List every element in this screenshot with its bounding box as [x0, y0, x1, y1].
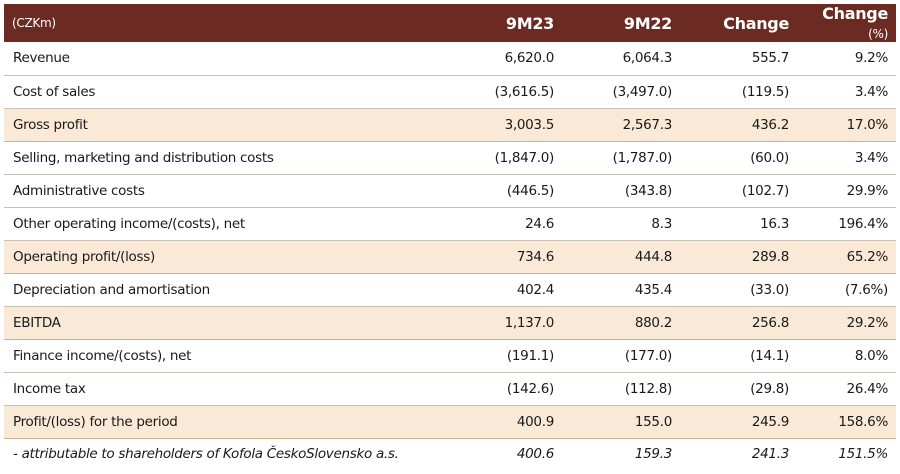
value-change-pct: 196.4%	[838, 215, 888, 232]
row-label: Selling, marketing and distribution cost…	[13, 149, 274, 166]
value-change-pct: 3.4%	[854, 149, 888, 166]
value-change: (102.7)	[741, 182, 789, 199]
table-row-highlight: EBITDA 1,137.0 880.2 256.8 29.2%	[4, 306, 896, 339]
value-9m23: 402.4	[516, 281, 554, 298]
table-row-highlight: Gross profit 3,003.5 2,567.3 436.2 17.0%	[4, 108, 896, 141]
header-9m22: 9M22	[623, 13, 672, 33]
table-row: Finance income/(costs), net (191.1) (177…	[4, 339, 896, 372]
table-row: Revenue 6,620.0 6,064.3 555.7 9.2%	[4, 42, 896, 75]
row-label: Operating profit/(loss)	[13, 248, 155, 265]
value-change: (60.0)	[750, 149, 789, 166]
table-row-highlight: Profit/(loss) for the period 400.9 155.0…	[4, 405, 896, 438]
value-change-pct: 29.9%	[846, 182, 889, 199]
value-9m23: 1,137.0	[504, 314, 555, 331]
header-unit: (CZKm)	[12, 16, 56, 30]
value-9m23: (142.6)	[506, 380, 554, 397]
value-9m23: (446.5)	[506, 182, 554, 199]
row-label: Other operating income/(costs), net	[13, 215, 245, 232]
value-9m22: (343.8)	[624, 182, 672, 199]
row-label: Depreciation and amortisation	[13, 281, 210, 298]
value-9m22: 159.3	[634, 446, 672, 463]
row-label: Cost of sales	[13, 83, 96, 100]
value-change: (119.5)	[741, 83, 789, 100]
value-change: 241.3	[751, 446, 789, 463]
value-9m23: 3,003.5	[504, 116, 555, 133]
value-9m23: 400.9	[516, 413, 554, 430]
value-9m22: 6,064.3	[622, 50, 673, 67]
value-9m22: 155.0	[634, 413, 672, 430]
value-9m23: 734.6	[516, 248, 554, 265]
row-label: - attributable to shareholders of Kofola…	[13, 446, 399, 463]
value-change: 16.3	[760, 215, 789, 232]
row-label: Administrative costs	[13, 182, 145, 199]
value-9m23: 6,620.0	[504, 50, 555, 67]
table-row: Selling, marketing and distribution cost…	[4, 141, 896, 174]
value-change-pct: 151.5%	[838, 446, 888, 463]
value-9m23: (191.1)	[506, 347, 554, 364]
table-row: Income tax (142.6) (112.8) (29.8) 26.4%	[4, 372, 896, 405]
row-label: Gross profit	[13, 116, 88, 133]
value-change-pct: (7.6%)	[844, 281, 888, 298]
value-change-pct: 26.4%	[846, 380, 889, 397]
value-9m22: 2,567.3	[622, 116, 673, 133]
table-row: Depreciation and amortisation 402.4 435.…	[4, 273, 896, 306]
value-change: 256.8	[751, 314, 789, 331]
value-change-pct: 9.2%	[854, 50, 888, 67]
value-9m23: (1,847.0)	[494, 149, 555, 166]
value-9m23: 24.6	[525, 215, 554, 232]
table-row-attributable: - attributable to shareholders of Kofola…	[4, 438, 896, 470]
value-change: (33.0)	[750, 281, 789, 298]
row-label: Finance income/(costs), net	[13, 347, 192, 364]
value-9m22: (177.0)	[624, 347, 672, 364]
value-change: (29.8)	[750, 380, 789, 397]
value-9m22: (112.8)	[624, 380, 672, 397]
value-change: 436.2	[751, 116, 789, 133]
value-change-pct: 17.0%	[846, 116, 889, 133]
value-change: 289.8	[751, 248, 789, 265]
value-9m22: 444.8	[634, 248, 672, 265]
value-9m23: (3,616.5)	[494, 83, 555, 100]
value-change-pct: 8.0%	[854, 347, 888, 364]
value-9m23: 400.6	[516, 446, 554, 463]
table-row: Other operating income/(costs), net 24.6…	[4, 207, 896, 240]
value-change-pct: 29.2%	[846, 314, 889, 331]
financial-results-table: (CZKm) 9M23 9M22 Change Change (%) Reven…	[4, 4, 896, 470]
row-label: Income tax	[13, 380, 86, 397]
row-label: EBITDA	[13, 314, 61, 331]
value-change-pct: 65.2%	[846, 248, 889, 265]
row-label: Profit/(loss) for the period	[13, 413, 178, 430]
value-9m22: 435.4	[634, 281, 672, 298]
value-change: 245.9	[751, 413, 789, 430]
header-change-pct-label: Change	[822, 4, 888, 23]
value-change-pct: 158.6%	[838, 413, 888, 430]
table-header-row: (CZKm) 9M23 9M22 Change Change (%)	[4, 4, 896, 42]
header-change-pct: Change (%)	[797, 4, 896, 42]
value-9m22: 8.3	[651, 215, 672, 232]
row-label: Revenue	[13, 50, 70, 67]
header-change-pct-unit: (%)	[868, 27, 888, 41]
value-change: (14.1)	[750, 347, 789, 364]
value-change: 555.7	[751, 50, 789, 67]
header-change: Change	[723, 13, 789, 33]
value-change-pct: 3.4%	[854, 83, 888, 100]
value-9m22: (3,497.0)	[612, 83, 673, 100]
value-9m22: (1,787.0)	[612, 149, 673, 166]
value-9m22: 880.2	[634, 314, 672, 331]
header-9m23: 9M23	[505, 13, 554, 33]
table-row: Administrative costs (446.5) (343.8) (10…	[4, 174, 896, 207]
table-row: Cost of sales (3,616.5) (3,497.0) (119.5…	[4, 75, 896, 108]
table-row-highlight: Operating profit/(loss) 734.6 444.8 289.…	[4, 240, 896, 273]
